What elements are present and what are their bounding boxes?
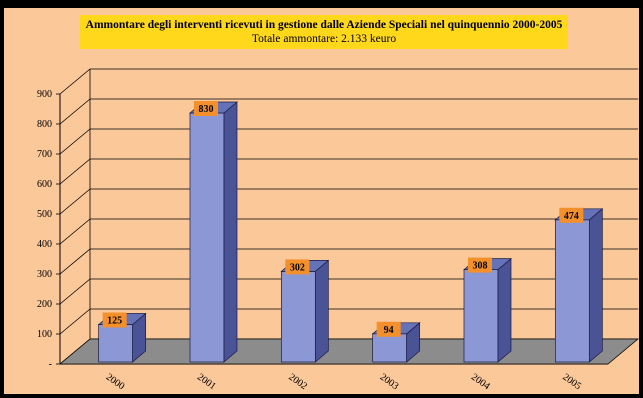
y-tick-label: 600: [37, 179, 52, 190]
bars: 125 830 302 94 308 474: [97, 101, 604, 363]
bar-side: [588, 208, 603, 363]
bar-front: [98, 324, 134, 363]
y-tick-label: 300: [37, 269, 52, 280]
bar-front: [372, 333, 408, 363]
bar-chart: 125 830 302 94 308 474 - 100 200 300 400 500 600 700…: [37, 68, 639, 392]
data-label: 302: [290, 262, 305, 273]
chart-subtitle: Totale ammontare: 2.133 keuro: [251, 33, 397, 45]
bar-2003: 94: [371, 321, 421, 363]
chart-frame: 125 830 302 94 308 474 - 100 200 300 400 500 600 700…: [4, 8, 639, 394]
data-label-box: [194, 101, 218, 116]
x-tick-label: 2000: [104, 372, 127, 392]
data-label-box: [559, 207, 584, 223]
bar-2002: 302: [280, 259, 330, 363]
data-label: 308: [473, 261, 488, 272]
grid-connector: [59, 278, 91, 305]
bar-front: [189, 112, 225, 363]
grid-connector: [59, 308, 91, 335]
grid-connector: [59, 68, 91, 95]
x-tick-label: 2002: [286, 372, 309, 392]
bar-side: [223, 101, 238, 363]
data-label: 94: [384, 325, 394, 336]
x-tick-label: 2001: [195, 372, 218, 392]
data-label-box: [376, 321, 401, 337]
data-label: 830: [199, 104, 214, 115]
title-box: Ammontare degli interventi ricevuti in g…: [80, 15, 568, 49]
y-tick-label: 200: [37, 299, 52, 310]
grid-connector: [59, 218, 91, 245]
bar-2001: 830: [189, 101, 238, 363]
grid-connector: [59, 188, 91, 215]
floor: [58, 338, 639, 365]
chart-floor: [58, 338, 639, 365]
bar-2004: 308: [463, 257, 512, 363]
bar-side: [497, 257, 512, 363]
data-label-box: [468, 257, 492, 273]
x-axis-labels: 2000 2001 2002 2003 2004 2005: [104, 372, 583, 392]
bar-front: [554, 219, 590, 363]
y-tick-label: -: [49, 359, 52, 370]
data-label-box: [102, 312, 127, 328]
grid-connector: [59, 98, 91, 125]
bar-2005: 474: [554, 207, 604, 363]
x-tick-label: 2004: [469, 372, 492, 392]
y-tick-label: 700: [37, 149, 52, 160]
y-tick-label: 400: [37, 239, 52, 250]
y-tick-label: 900: [37, 89, 52, 100]
bar-front: [280, 271, 316, 363]
y-axis-labels: - 100 200 300 400 500 600 700 800 900: [37, 89, 52, 370]
y-tick-label: 800: [37, 119, 52, 130]
data-label: 474: [564, 211, 579, 222]
bar-side: [314, 259, 329, 363]
y-tick-label: 100: [37, 329, 52, 340]
grid-connector: [59, 158, 91, 185]
bar-2000: 125: [97, 312, 147, 363]
x-tick-label: 2005: [560, 372, 583, 392]
data-label-box: [285, 259, 310, 275]
grid-connector: [59, 128, 91, 155]
bar-front: [463, 269, 499, 363]
gridlines: [59, 68, 638, 365]
data-label: 125: [107, 316, 122, 327]
y-tick-label: 500: [37, 209, 52, 220]
x-tick-label: 2003: [378, 372, 401, 392]
chart-title: Ammontare degli interventi ricevuti in g…: [85, 19, 563, 31]
grid-connector: [59, 248, 91, 275]
